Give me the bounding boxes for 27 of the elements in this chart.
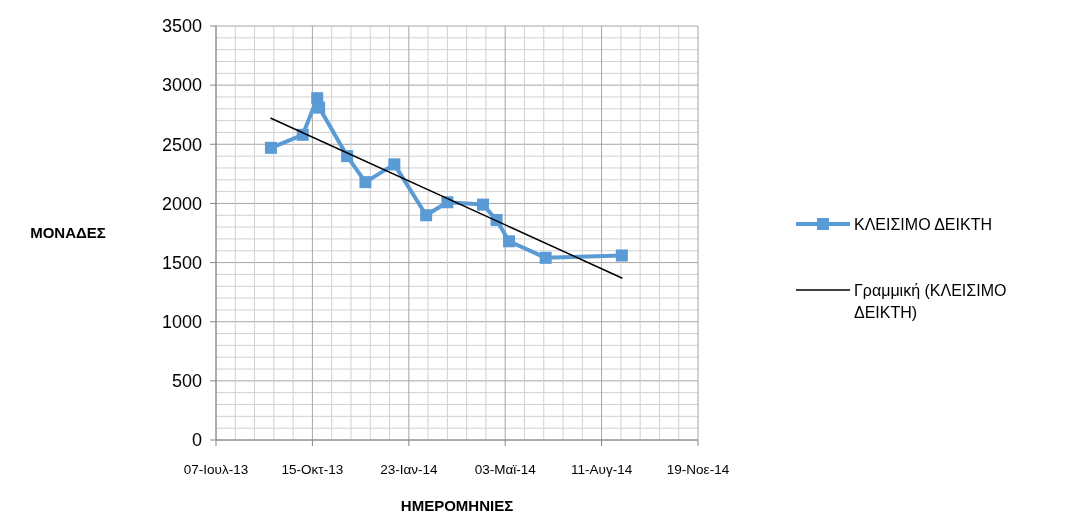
point xyxy=(615,249,628,262)
point xyxy=(313,101,326,114)
x-tick-label: 03-Μαϊ-14 xyxy=(474,462,537,477)
y-tick-label: 0 xyxy=(191,430,202,451)
point xyxy=(359,176,372,189)
y-tick-label: 2500 xyxy=(161,134,202,155)
point xyxy=(420,209,433,222)
point xyxy=(388,158,401,171)
legend-label: Γραμμική (ΚΛΕΙΣΙΜΟ ΔΕΙΚΤΗ) xyxy=(854,281,1007,321)
y-tick-label: 2000 xyxy=(161,193,202,214)
y-axis-title: ΜΟΝΑΔΕΣ xyxy=(30,224,106,241)
x-tick-label: 23-Ιαν-14 xyxy=(380,462,438,477)
y-tick-label: 1500 xyxy=(161,252,202,273)
point xyxy=(539,251,552,264)
legend-label: ΚΛΕΙΣΙΜΟ ΔΕΙΚΤΗ xyxy=(854,215,992,233)
x-tick-label: 19-Νοε-14 xyxy=(666,462,730,477)
y-tick-label: 3000 xyxy=(161,75,202,96)
x-tick-label: 11-Αυγ-14 xyxy=(571,462,633,477)
x-tick-label: 07-Ιουλ-13 xyxy=(183,462,249,477)
y-tick-label: 500 xyxy=(171,371,202,392)
y-tick-label: 3500 xyxy=(161,16,202,37)
point xyxy=(264,141,277,154)
y-tick-label: 1000 xyxy=(161,312,202,333)
x-axis-title: ΗΜΕΡΟΜΗΝΙΕΣ xyxy=(400,497,514,514)
point xyxy=(477,198,490,211)
point xyxy=(503,235,516,248)
x-tick-label: 15-Οκτ-13 xyxy=(281,462,344,477)
